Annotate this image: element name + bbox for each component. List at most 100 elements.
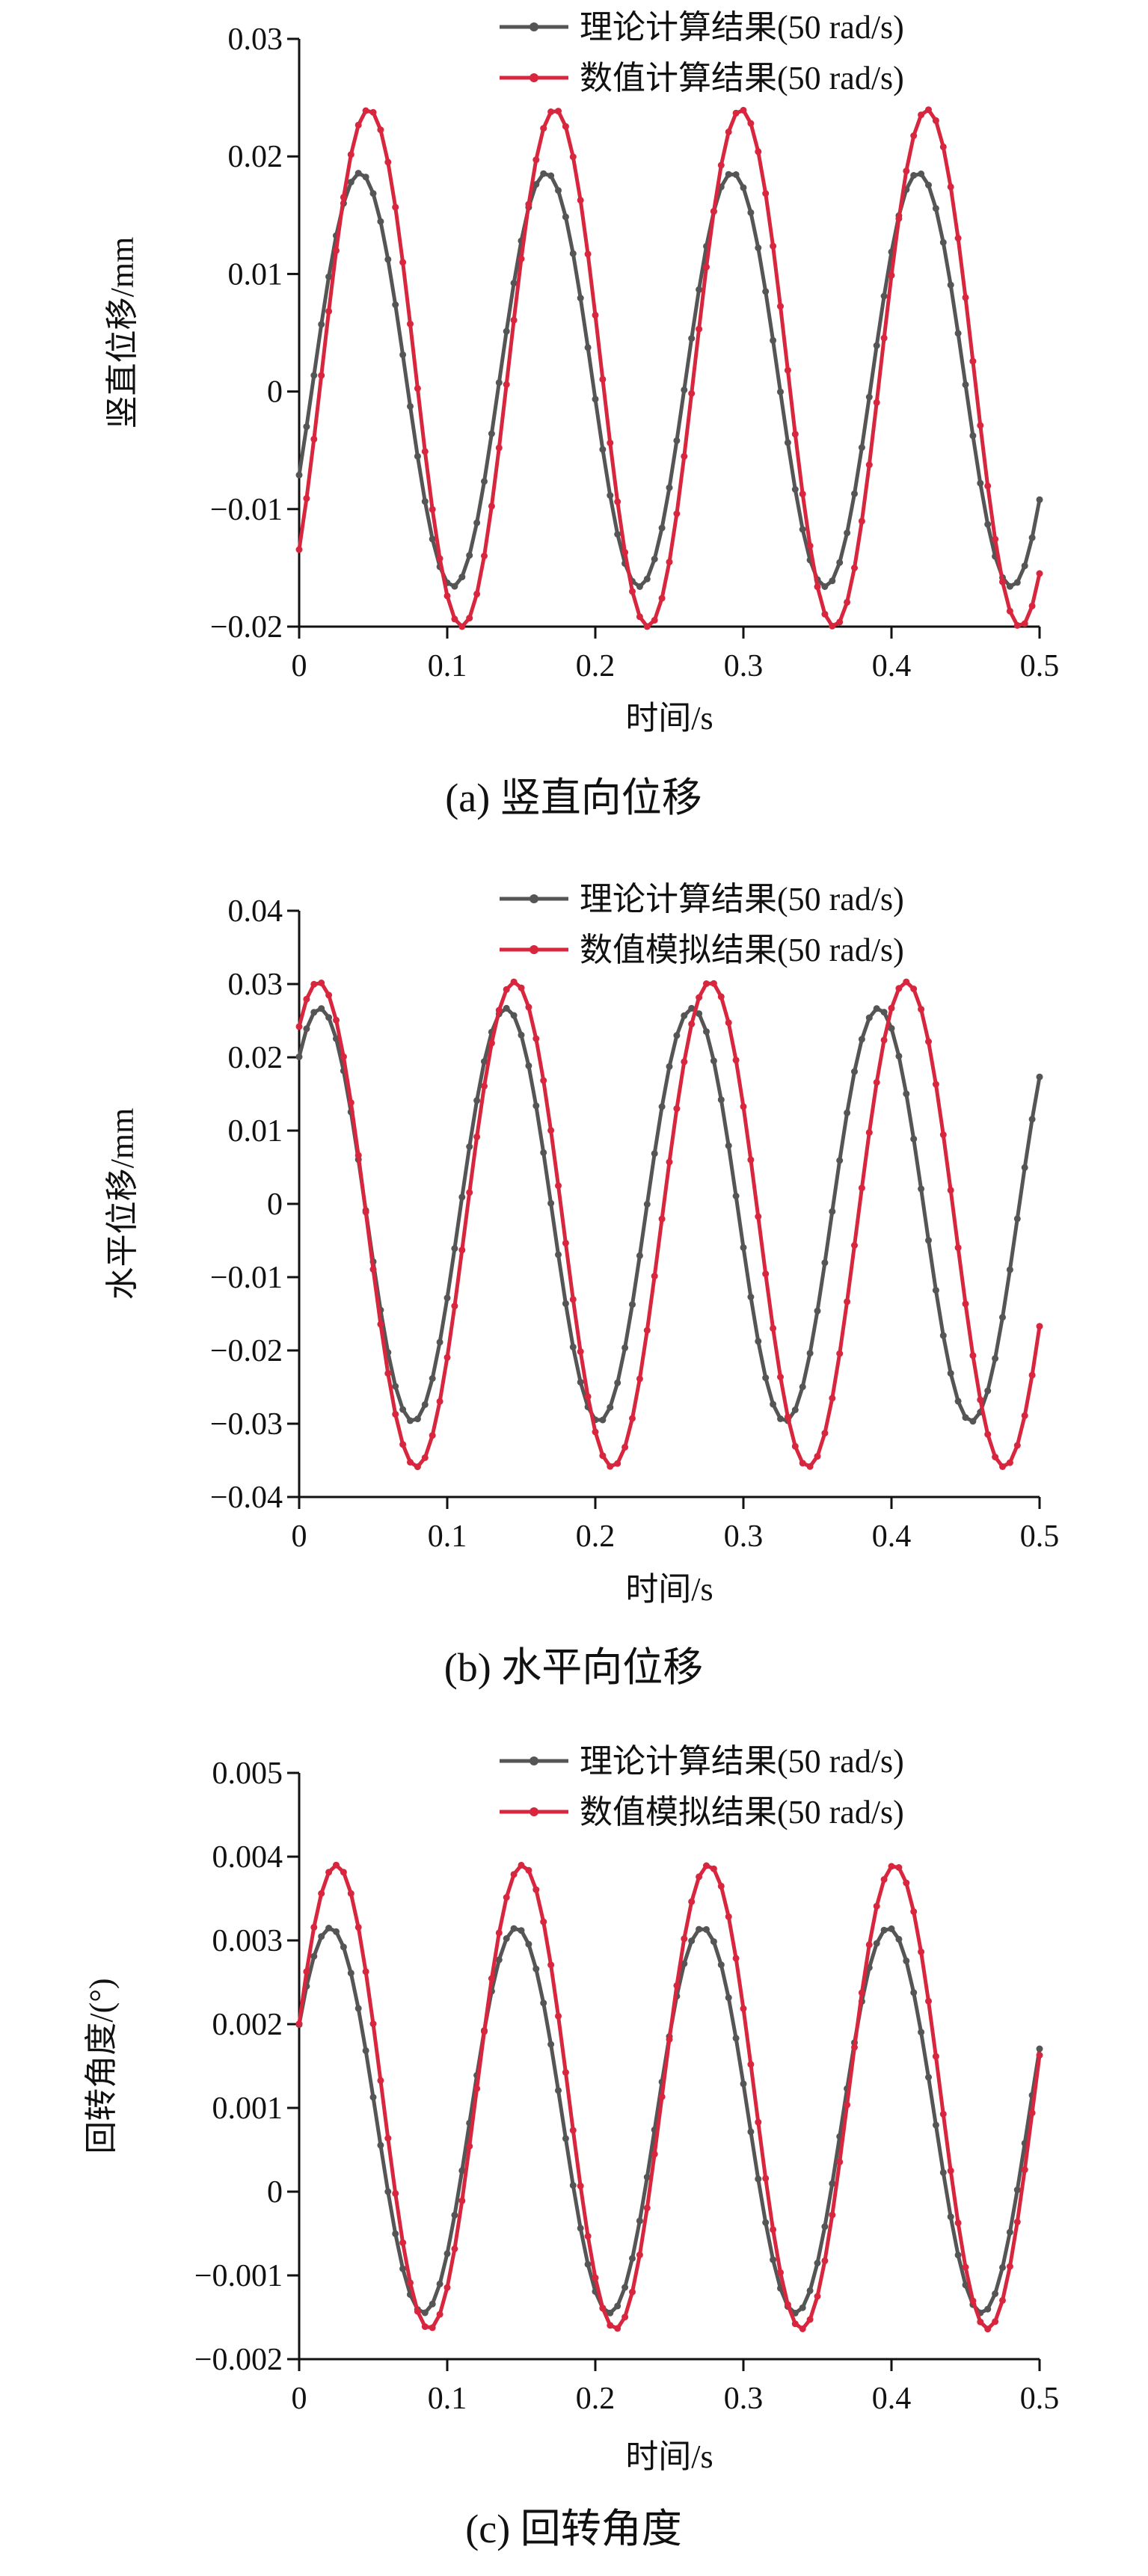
- x-tick-label: 0.2: [576, 649, 616, 683]
- data-point: [836, 1157, 844, 1164]
- data-point: [1021, 1163, 1028, 1171]
- data-point: [703, 1028, 710, 1036]
- data-point: [569, 1296, 577, 1303]
- data-point: [547, 2041, 555, 2048]
- data-point: [762, 1270, 770, 1278]
- data-point: [407, 320, 414, 328]
- data-point: [592, 2274, 599, 2281]
- data-point: [318, 1933, 325, 1940]
- data-point: [1036, 1073, 1043, 1080]
- data-point: [532, 1965, 540, 1973]
- data-point: [762, 1374, 770, 1382]
- data-point: [333, 247, 340, 254]
- data-point: [969, 2297, 977, 2305]
- data-point: [303, 495, 310, 502]
- x-tick-label: 0.3: [724, 649, 764, 683]
- data-point: [681, 386, 688, 393]
- data-point: [354, 170, 362, 177]
- data-point: [821, 1259, 829, 1267]
- data-point: [880, 334, 888, 342]
- data-point: [903, 1879, 910, 1887]
- data-point: [999, 2263, 1006, 2271]
- data-point: [762, 2174, 770, 2182]
- data-point: [451, 615, 458, 623]
- data-point: [844, 1298, 851, 1306]
- data-point: [636, 613, 643, 621]
- data-point: [873, 1902, 880, 1910]
- data-point: [762, 190, 770, 197]
- data-point: [784, 1413, 791, 1421]
- data-point: [791, 1407, 799, 1413]
- data-point: [1006, 2228, 1013, 2236]
- data-point: [703, 1862, 710, 1869]
- x-tick-label: 0.5: [1020, 2382, 1060, 2416]
- data-point: [451, 582, 458, 590]
- data-point: [725, 1913, 732, 1920]
- data-point: [384, 2135, 392, 2142]
- data-point: [569, 2182, 577, 2189]
- data-point: [577, 2225, 584, 2232]
- data-point: [1006, 1459, 1013, 1466]
- data-point: [999, 2296, 1006, 2304]
- data-point: [636, 1252, 643, 1259]
- data-point: [488, 1039, 495, 1047]
- data-point: [354, 2005, 362, 2012]
- data-point: [932, 205, 939, 212]
- data-point: [1036, 2052, 1043, 2059]
- data-point: [755, 1338, 762, 1345]
- data-point: [1013, 579, 1021, 586]
- data-point: [562, 2135, 569, 2142]
- data-point: [666, 559, 673, 566]
- data-point: [844, 529, 851, 537]
- data-point: [851, 2044, 858, 2051]
- data-point: [325, 1925, 333, 1931]
- data-point: [295, 471, 303, 479]
- y-tick-label: 0.03: [228, 22, 283, 57]
- data-point: [814, 583, 821, 591]
- data-point: [666, 1158, 673, 1166]
- data-point: [688, 335, 696, 342]
- data-point: [865, 1129, 873, 1137]
- data-point: [947, 281, 954, 289]
- x-tick-label: 0.1: [428, 649, 467, 683]
- data-point: [451, 2245, 458, 2252]
- data-point: [992, 1454, 999, 1460]
- data-point: [295, 1023, 303, 1030]
- x-tick-label: 0.5: [1020, 649, 1060, 683]
- data-point: [703, 263, 710, 271]
- data-point: [399, 1406, 407, 1413]
- data-point: [762, 2219, 770, 2226]
- data-point: [903, 1090, 910, 1098]
- data-point: [814, 1453, 821, 1460]
- legend-label: 数值模拟结果(50 rad/s): [580, 932, 904, 968]
- data-point: [399, 2239, 407, 2246]
- data-point: [547, 1961, 555, 1969]
- data-point: [939, 2110, 947, 2118]
- data-point: [954, 330, 962, 337]
- data-point: [525, 200, 532, 208]
- data-point: [555, 1251, 562, 1258]
- data-point: [651, 1273, 658, 1280]
- x-tick-label: 0.3: [724, 1519, 764, 1554]
- panel-caption: (b) 水平向位移: [444, 1645, 703, 1690]
- data-point: [510, 280, 518, 287]
- data-point: [466, 552, 473, 559]
- data-point: [696, 1010, 703, 1018]
- x-tick-label: 0: [292, 649, 307, 683]
- data-point: [829, 2180, 836, 2187]
- data-point: [1036, 496, 1043, 503]
- data-point: [910, 1135, 918, 1143]
- data-point: [895, 215, 903, 222]
- y-tick-label: −0.001: [194, 2259, 283, 2293]
- data-point: [1021, 1412, 1028, 1419]
- data-point: [814, 1307, 821, 1315]
- data-point: [777, 2269, 784, 2276]
- data-point: [340, 1943, 347, 1951]
- x-tick-label: 0.1: [428, 2382, 467, 2416]
- data-point: [1021, 2166, 1028, 2174]
- data-point: [932, 1287, 939, 1294]
- data-point: [925, 1997, 932, 2005]
- data-point: [629, 2288, 636, 2296]
- data-point: [770, 242, 777, 250]
- data-point: [755, 2118, 762, 2126]
